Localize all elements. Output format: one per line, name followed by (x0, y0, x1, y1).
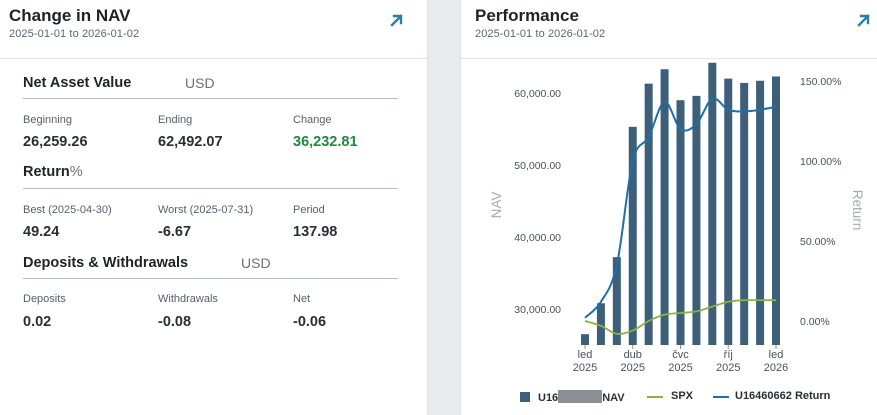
x-tick-month: led (769, 349, 784, 361)
x-tick-year: 2025 (668, 362, 692, 374)
panel-header: Change in NAV 2025-01-01 to 2026-01-02 (0, 0, 427, 59)
nav-bar (644, 83, 653, 345)
x-tick-year: 2026 (764, 362, 788, 374)
period-label: Period (293, 204, 325, 216)
x-tick-month: dub (624, 349, 642, 361)
section-title-return: Return% (23, 164, 83, 180)
date-range: 2025-01-01 to 2026-01-02 (475, 28, 606, 40)
legend-swatch-spx (647, 396, 663, 398)
ending-value: 62,492.07 (158, 134, 223, 150)
legend-label-nav: U16 NAV (538, 390, 625, 404)
date-range: 2025-01-01 to 2026-01-02 (9, 28, 140, 40)
y2-axis-title: Return (850, 190, 865, 231)
best-value: 49.24 (23, 224, 60, 240)
section-title-deposits-withdrawals: Deposits & Withdrawals (23, 255, 189, 271)
best-label: Best (2025-04-30) (23, 204, 112, 216)
redaction-block (558, 390, 603, 403)
y2-tick-label: 0.00% (800, 316, 830, 328)
period-value: 137.98 (293, 224, 338, 240)
x-tick-year: 2025 (573, 362, 597, 374)
worst-label: Worst (2025-07-31) (158, 204, 254, 216)
nav-bar (612, 257, 621, 345)
y-axis-title: NAV (489, 192, 504, 219)
x-tick-month: říj (724, 349, 733, 361)
nav-bar (708, 62, 717, 345)
spx-line (584, 299, 776, 335)
change-label: Change (293, 114, 332, 126)
x-tick-year: 2025 (716, 362, 740, 374)
y-tick-label: 50,000.00 (514, 160, 561, 172)
nav-bar (772, 76, 780, 345)
y-tick-label: 60,000.00 (514, 88, 561, 100)
divider (23, 278, 398, 279)
nav-bar (581, 334, 589, 345)
legend-label-spx: SPX (671, 390, 694, 402)
y2-tick-label: 150.00% (800, 76, 841, 88)
y2-tick-label: 100.00% (800, 156, 841, 168)
net-label: Net (293, 293, 311, 305)
legend-label-return: U16460662 Return (735, 390, 831, 402)
legend-swatch-return (713, 396, 729, 398)
x-tick-year: 2025 (621, 362, 645, 374)
panel-title: Performance (475, 6, 579, 25)
withdrawals-label: Withdrawals (158, 293, 218, 305)
change-in-nav-panel: Change in NAV 2025-01-01 to 2026-01-02 N… (0, 0, 428, 415)
nav-bar (676, 100, 685, 345)
legend-swatch-nav (520, 392, 530, 402)
net-value: -0.06 (293, 314, 327, 330)
deposits-label: Deposits (23, 293, 66, 305)
y2-tick-label: 50.00% (800, 236, 836, 248)
nav-bar (740, 82, 749, 346)
nav-bar (660, 69, 669, 346)
x-tick-month: čvc (672, 349, 689, 361)
section-title-net-asset-value: Net Asset Value (23, 75, 132, 91)
y-tick-label: 40,000.00 (514, 232, 561, 244)
nav-bar (628, 126, 637, 345)
divider (23, 188, 398, 189)
y-tick-label: 30,000.00 (514, 304, 561, 316)
withdrawals-value: -0.08 (158, 314, 192, 330)
nav-bar (724, 78, 733, 345)
external-link-arrow-icon[interactable] (856, 12, 872, 28)
panel-title: Change in NAV (9, 6, 131, 25)
beginning-value: 26,259.26 (23, 134, 88, 150)
external-link-arrow-icon[interactable] (389, 12, 405, 28)
return-unit: % (69, 164, 83, 180)
currency-label: USD (185, 75, 215, 91)
nav-bar (756, 80, 765, 345)
nav-bar (596, 303, 605, 345)
panel-header: Performance 2025-01-01 to 2026-01-02 (461, 0, 877, 59)
performance-chart: 60,000.00 50,000.00 40,000.00 30,000.00 150.… (489, 62, 865, 374)
beginning-label: Beginning (23, 114, 72, 126)
x-tick-month: led (578, 349, 593, 361)
deposits-value: 0.02 (23, 314, 52, 330)
return-title: Return (23, 164, 70, 180)
divider (23, 98, 398, 99)
nav-bar (692, 95, 701, 345)
worst-value: -6.67 (158, 224, 192, 240)
currency-label: USD (241, 255, 271, 271)
ending-label: Ending (158, 114, 193, 126)
performance-panel: Performance 2025-01-01 to 2026-01-02 60,… (460, 0, 877, 415)
change-value: 36,232.81 (293, 134, 358, 150)
return-line (584, 97, 777, 319)
